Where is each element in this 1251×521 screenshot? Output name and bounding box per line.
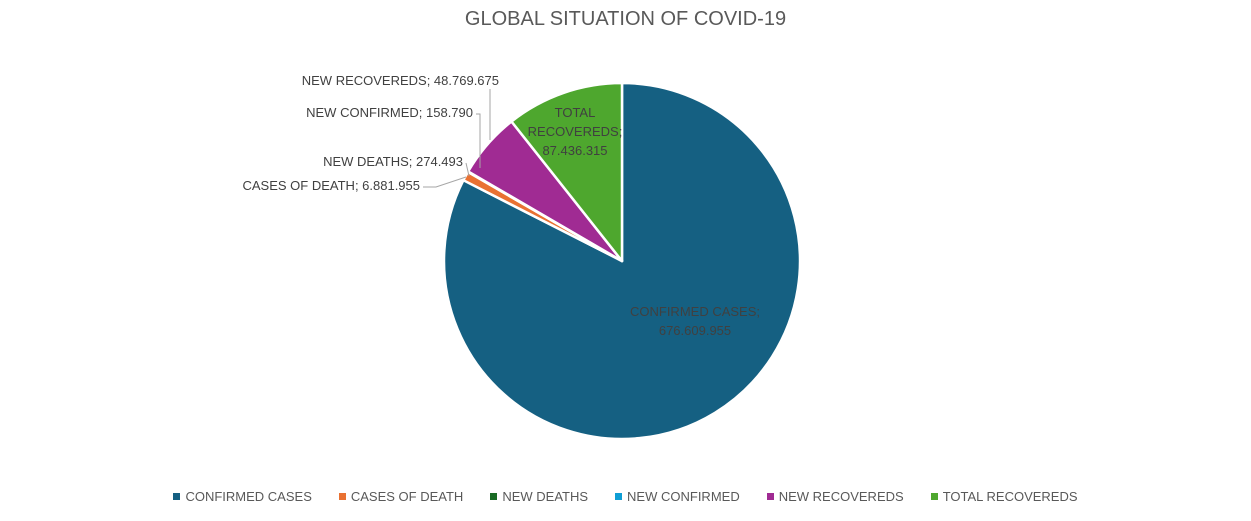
leader-lines xyxy=(423,89,491,188)
data-label-new-deaths: NEW DEATHS; 274.493 xyxy=(323,154,463,169)
legend-swatch xyxy=(615,493,623,500)
legend-label: NEW CONFIRMED xyxy=(627,489,740,504)
legend-swatch xyxy=(338,493,346,500)
data-labels: CONFIRMED CASES; 676.609.955 CASES OF DEAT… xyxy=(243,73,761,338)
leader-line-cases-of-death xyxy=(423,176,467,188)
legend-label: NEW RECOVEREDS xyxy=(778,489,904,504)
data-label-cases-of-death: CASES OF DEATH; 6.881.955 xyxy=(243,178,421,193)
legend-item-new-recovereds: NEW RECOVEREDS xyxy=(766,489,904,504)
data-label-new-recovereds: NEW RECOVEREDS; 48.769.675 xyxy=(302,73,499,88)
legend-label: TOTAL RECOVEREDS xyxy=(942,489,1078,504)
chart-title: GLOBAL SITUATION OF COVID-19 xyxy=(464,8,787,30)
legend-item-new-deaths: NEW DEATHS xyxy=(490,489,588,504)
legend-label: CONFIRMED CASES xyxy=(185,489,312,504)
leader-line-new-confirmed xyxy=(476,113,481,168)
data-label-new-confirmed: NEW CONFIRMED; 158.790 xyxy=(306,105,473,120)
legend-item-new-confirmed: NEW CONFIRMED xyxy=(615,489,740,504)
legend-item-confirmed-cases: CONFIRMED CASES xyxy=(173,489,312,504)
legend-label: NEW DEATHS xyxy=(502,489,589,504)
leader-line-new-deaths xyxy=(465,162,470,177)
legend-label: CASES OF DEATH xyxy=(350,489,464,504)
data-label-total-recovereds: TOTAL RECOVEREDS; 87.436.315 xyxy=(528,105,623,158)
legend: CONFIRMED CASES CASES OF DEATH NEW DEATHS N… xyxy=(0,489,1251,504)
legend-swatch xyxy=(490,493,498,500)
slice-total-recovereds xyxy=(510,81,624,263)
legend-swatch xyxy=(173,493,181,500)
legend-swatch xyxy=(930,493,938,500)
legend-item-cases-of-death: CASES OF DEATH xyxy=(338,489,464,504)
legend-item-total-recovereds: TOTAL RECOVEREDS xyxy=(930,489,1078,504)
data-label-confirmed-cases: CONFIRMED CASES; 676.609.955 xyxy=(630,304,760,338)
legend-swatch xyxy=(766,493,774,500)
